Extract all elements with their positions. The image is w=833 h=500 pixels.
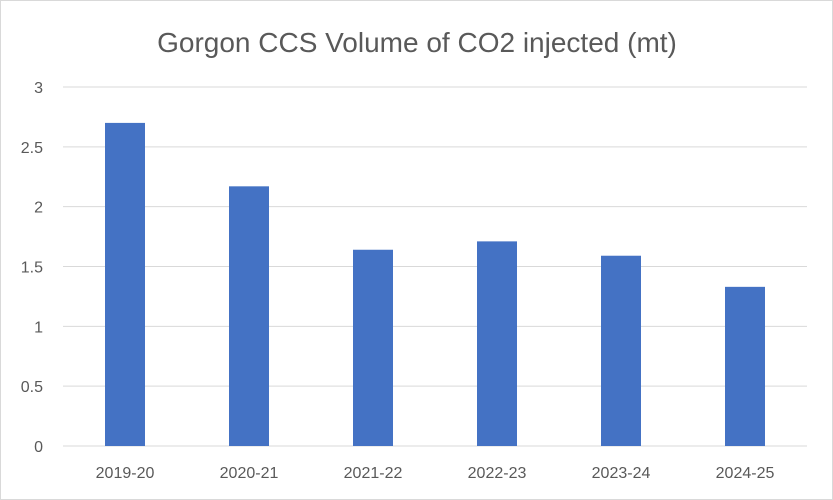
x-tick-label: 2019-20	[96, 465, 155, 482]
y-tick-label: 0	[34, 439, 43, 456]
y-tick-label: 2.5	[21, 140, 43, 157]
y-tick-label: 3	[34, 80, 43, 97]
bar-2021-22	[353, 249, 393, 446]
bar-2020-21	[229, 186, 269, 446]
bar-2024-25	[725, 286, 765, 446]
bar-2022-23	[477, 241, 517, 446]
x-axis-tick-labels: 2019-20 2020-21 2021-22 2022-23 2023-24 2024-…	[96, 465, 775, 482]
y-tick-label: 1.5	[21, 260, 43, 277]
y-tick-label: 1	[34, 319, 43, 336]
bars	[105, 122, 765, 447]
x-tick-label: 2021-22	[344, 465, 403, 482]
y-tick-label: 0.5	[21, 379, 43, 396]
x-tick-label: 2024-25	[716, 465, 775, 482]
gridlines	[63, 86, 807, 447]
chart-title: Gorgon CCS Volume of CO2 injected (mt)	[157, 27, 677, 58]
x-tick-label: 2023-24	[592, 465, 651, 482]
x-tick-label: 2022-23	[468, 465, 527, 482]
y-tick-label: 2	[34, 200, 43, 217]
bar-2019-20	[105, 122, 145, 447]
y-axis-tick-labels: 0 0.5 1 1.5 2 2.5 3	[21, 80, 43, 456]
x-tick-label: 2020-21	[220, 465, 279, 482]
bar-2023-24	[601, 255, 641, 446]
